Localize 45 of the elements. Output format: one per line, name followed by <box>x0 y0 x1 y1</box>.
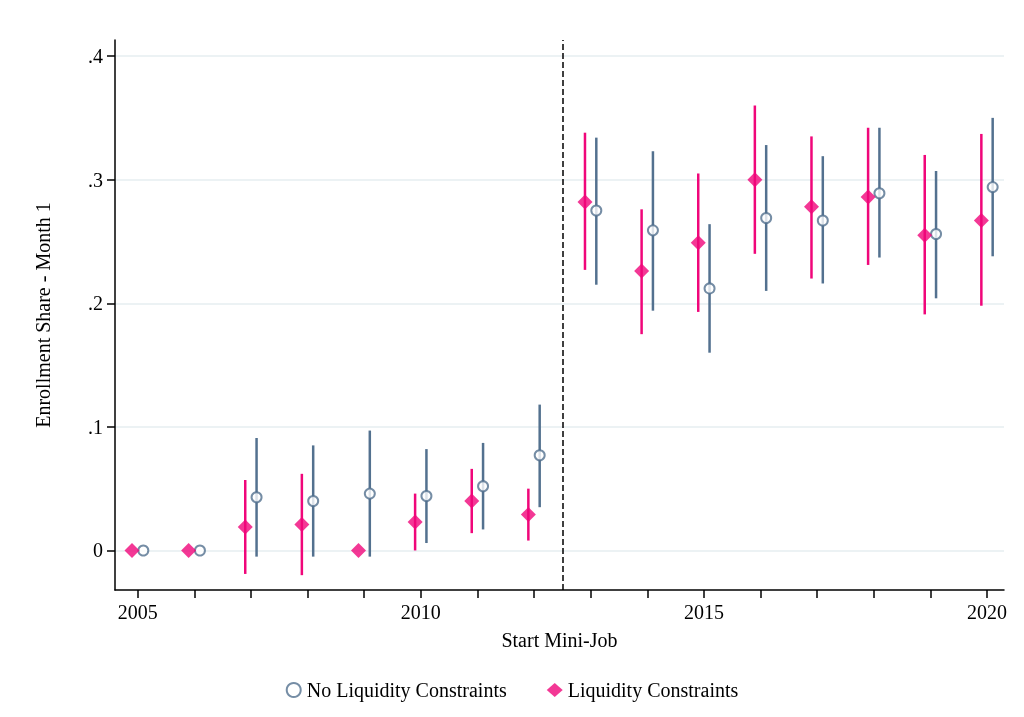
point <box>363 487 376 500</box>
point <box>181 542 197 558</box>
point <box>237 519 253 535</box>
y-tick-label: .3 <box>88 168 103 191</box>
x-tick-label: 2005 <box>117 601 158 623</box>
point <box>747 172 763 188</box>
x-tick-label: 2015 <box>683 601 724 623</box>
point <box>917 227 933 243</box>
point <box>464 493 480 509</box>
point <box>690 235 706 251</box>
point <box>520 507 536 523</box>
point <box>816 214 829 227</box>
point <box>973 212 989 228</box>
point <box>407 514 423 530</box>
point <box>860 189 876 205</box>
point <box>294 516 310 532</box>
legend-label: No Liquidity Constraints <box>306 679 507 702</box>
point <box>577 194 593 210</box>
x-tick-label: 2010 <box>400 601 441 623</box>
point <box>420 490 433 503</box>
point <box>477 480 490 493</box>
point <box>250 491 263 504</box>
y-tick-label: .1 <box>88 415 103 438</box>
point <box>307 495 320 508</box>
y-tick-label: 0 <box>93 539 103 562</box>
point <box>350 542 366 558</box>
point <box>634 263 650 279</box>
point <box>703 282 716 295</box>
point <box>124 542 140 558</box>
legend-label: Liquidity Constraints <box>567 679 739 702</box>
x-axis-title: Start Mini-Job <box>501 629 618 651</box>
point <box>986 181 999 194</box>
point <box>193 544 206 557</box>
x-tick-label: 2020 <box>967 601 1008 623</box>
y-tick-label: .2 <box>88 292 103 315</box>
point <box>646 224 659 237</box>
point <box>803 199 819 215</box>
point <box>873 187 886 200</box>
y-tick-label: .4 <box>88 45 103 68</box>
point <box>760 211 773 224</box>
point <box>930 228 943 241</box>
point <box>533 449 546 462</box>
point <box>137 544 150 557</box>
y-axis-title: Enrollment Share - Month 1 <box>32 202 54 428</box>
point <box>590 204 603 217</box>
